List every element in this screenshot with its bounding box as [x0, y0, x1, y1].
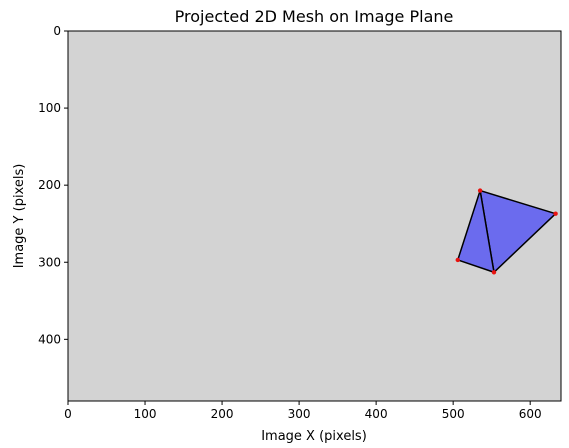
x-axis: 0 100 200 300 400 500 600: [64, 401, 542, 421]
y-axis-label: Image Y (pixels): [12, 164, 27, 269]
x-axis-label: Image X (pixels): [261, 429, 367, 444]
mesh-vertex-2: [491, 270, 497, 275]
x-tick-label: 500: [442, 407, 465, 421]
chart-title: Projected 2D Mesh on Image Plane: [175, 7, 454, 26]
y-tick-label: 400: [38, 332, 61, 346]
mesh-vertex-1: [553, 211, 558, 216]
y-tick-label: 200: [38, 178, 61, 192]
x-tick-label: 300: [288, 407, 311, 421]
x-tick-label: 100: [134, 407, 157, 421]
x-tick-label: 600: [519, 407, 542, 421]
mesh-face-1: [457, 189, 495, 274]
mesh-vertex-0: [477, 188, 483, 193]
mesh-vertices: [455, 188, 558, 275]
mesh-faces: [457, 189, 557, 274]
y-tick-label: 0: [53, 24, 61, 38]
y-tick-label: 100: [38, 101, 61, 115]
y-tick-label: 300: [38, 255, 61, 269]
x-tick-label: 400: [365, 407, 388, 421]
x-tick-label: 200: [211, 407, 234, 421]
mesh-vertex-3: [455, 257, 460, 263]
x-tick-label: 0: [64, 407, 72, 421]
y-axis: 0 100 200 300 400: [38, 24, 68, 346]
plot-frame: [67, 30, 562, 402]
